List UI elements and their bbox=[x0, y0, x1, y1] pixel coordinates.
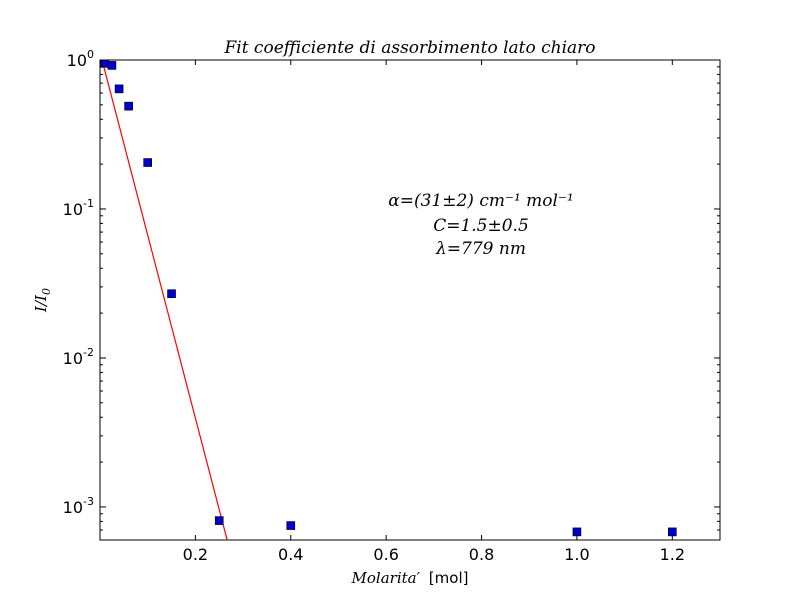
annotation-c: C=1.5±0.5 bbox=[433, 216, 529, 236]
x-tick-label: 1.0 bbox=[564, 545, 589, 564]
y-axis-label-sub: 0 bbox=[40, 288, 53, 295]
y-tick-label: 10-2 bbox=[63, 346, 94, 368]
data-point bbox=[124, 101, 133, 111]
x-tick-label: 0.2 bbox=[183, 545, 208, 564]
x-tick-label: 1.2 bbox=[660, 545, 685, 564]
y-tick-label-exp: 0 bbox=[87, 48, 94, 61]
x-axis-label-math: Molarita′ bbox=[351, 569, 421, 587]
data-point bbox=[668, 527, 677, 537]
y-axis-label: I/I0 bbox=[32, 288, 53, 313]
data-point bbox=[143, 158, 152, 167]
y-tick-label: 100 bbox=[67, 48, 94, 70]
x-axis-label: Molarita′ [mol] bbox=[351, 569, 469, 587]
y-tick-label-base: 10 bbox=[63, 349, 83, 368]
x-tick-label: 0.4 bbox=[278, 545, 303, 564]
y-tick-label-exp: -1 bbox=[83, 197, 94, 210]
x-axis-label-unit: [mol] bbox=[429, 569, 469, 587]
plot-frame bbox=[99, 59, 721, 541]
data-point bbox=[114, 84, 124, 94]
y-tick-label-base: 10 bbox=[63, 498, 83, 517]
y-tick-label: 10-1 bbox=[63, 197, 94, 219]
data-point bbox=[572, 527, 582, 537]
x-tick-label: 0.8 bbox=[469, 545, 494, 564]
x-axis-ticks: 0.2 0.4 0.6 0.8 1.0 1.2 bbox=[183, 60, 685, 564]
data-point bbox=[167, 289, 176, 298]
y-tick-label-exp: -2 bbox=[83, 346, 94, 359]
y-tick-label-exp: -3 bbox=[83, 495, 94, 508]
annotation-lambda: λ=779 nm bbox=[435, 239, 526, 259]
data-point bbox=[214, 516, 224, 525]
fit-line bbox=[101, 60, 228, 540]
y-tick-label-base: 10 bbox=[67, 51, 87, 70]
y-tick-label: 10-3 bbox=[63, 495, 94, 517]
annotation-alpha: α=(31±2) cm⁻¹ mol⁻¹ bbox=[388, 191, 574, 211]
data-point bbox=[100, 60, 110, 68]
chart-title: Fit coefficiente di assorbimento lato ch… bbox=[223, 38, 595, 58]
y-tick-label-base: 10 bbox=[63, 200, 83, 219]
fit-annotations: α=(31±2) cm⁻¹ mol⁻¹ C=1.5±0.5 λ=779 nm bbox=[388, 191, 574, 259]
plot-content bbox=[100, 60, 677, 540]
y-axis-label-main: I/I bbox=[32, 294, 50, 313]
x-tick-label: 0.6 bbox=[373, 545, 398, 564]
data-point bbox=[107, 61, 117, 70]
data-point bbox=[286, 521, 296, 530]
